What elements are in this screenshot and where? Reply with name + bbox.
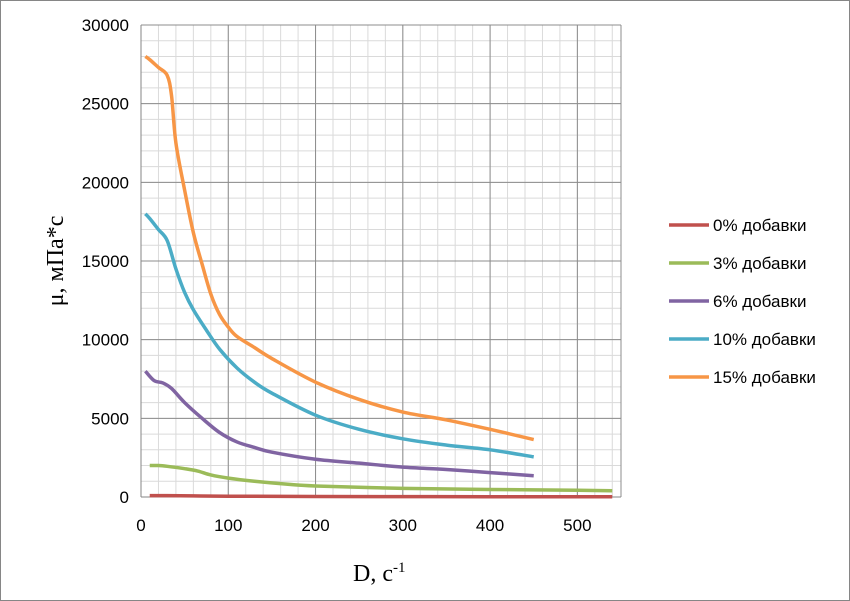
y-tick-label: 15000 — [82, 252, 129, 271]
x-tick-label: 100 — [214, 516, 242, 535]
series-line-1 — [149, 463, 613, 493]
x-tick-label: 200 — [301, 516, 329, 535]
major-gridlines — [141, 24, 622, 497]
y-tick-labels: 0 5000 10000 15000 20000 25000 30000 — [82, 16, 129, 507]
y-axis-title: μ, мПа*с — [43, 216, 69, 307]
series-line-2 — [144, 369, 534, 478]
y-tick-label: 0 — [120, 488, 129, 507]
y-tick-label: 20000 — [82, 173, 129, 192]
x-axis-title-text: D, с — [353, 561, 393, 587]
x-tick-label: 300 — [389, 516, 417, 535]
legend-label-3: 10% добавки — [713, 330, 816, 349]
legend-label-0: 0% добавки — [713, 216, 806, 235]
y-tick-label: 30000 — [82, 16, 129, 35]
y-tick-label: 5000 — [91, 409, 129, 428]
legend-label-2: 6% добавки — [713, 292, 806, 311]
series-line-0 — [149, 493, 613, 499]
series-line-3 — [144, 212, 535, 459]
series-line-4 — [144, 55, 535, 442]
legend-label-1: 3% добавки — [713, 254, 806, 273]
series-lines — [144, 55, 613, 499]
x-axis-title-superscript: -1 — [393, 560, 406, 576]
x-axis-title: D, с-1 — [353, 560, 405, 587]
x-tick-label: 0 — [136, 516, 145, 535]
legend: 0% добавки 3% добавки 6% добавки 10% добавк… — [669, 216, 816, 387]
y-tick-label: 10000 — [82, 331, 129, 350]
legend-label-4: 15% добавки — [713, 368, 816, 387]
x-tick-label: 400 — [476, 516, 504, 535]
y-tick-label: 25000 — [82, 95, 129, 114]
x-tick-labels: 0 100 200 300 400 500 — [136, 516, 591, 535]
x-tick-label: 500 — [563, 516, 591, 535]
